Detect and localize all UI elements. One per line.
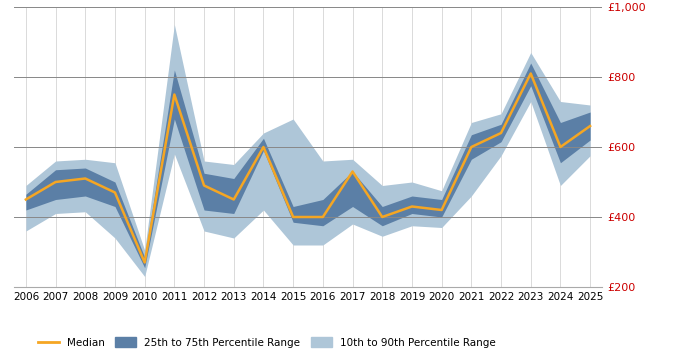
Legend: Median, 25th to 75th Percentile Range, 10th to 90th Percentile Range: Median, 25th to 75th Percentile Range, 1…: [34, 333, 500, 350]
